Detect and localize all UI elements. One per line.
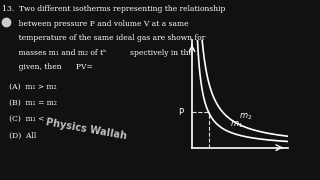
Text: (C)  m₁ <: (C) m₁ < — [2, 115, 44, 123]
Text: $m_2$: $m_2$ — [239, 112, 252, 122]
Text: temperature of the same ideal gas are shown for: temperature of the same ideal gas are sh… — [2, 34, 205, 42]
Text: $m_1$: $m_1$ — [230, 120, 244, 130]
Text: Physics Wallah: Physics Wallah — [45, 118, 128, 142]
Text: (D)  All: (D) All — [2, 131, 36, 139]
Text: between pressure P and volume V at a same: between pressure P and volume V at a sam… — [2, 20, 188, 28]
Text: (A)  m₁ > m₂: (A) m₁ > m₂ — [2, 83, 56, 91]
Text: P: P — [178, 108, 183, 117]
Text: (B)  m₁ = m₂: (B) m₁ = m₂ — [2, 99, 56, 107]
Text: masses m₁ and m₂ of tʰ          spectively in the figure: masses m₁ and m₂ of tʰ spectively in the… — [2, 49, 218, 57]
Text: given, then      PV=: given, then PV= — [2, 63, 92, 71]
Text: 13.  Two different isotherms representing the relationship: 13. Two different isotherms representing… — [2, 5, 225, 13]
